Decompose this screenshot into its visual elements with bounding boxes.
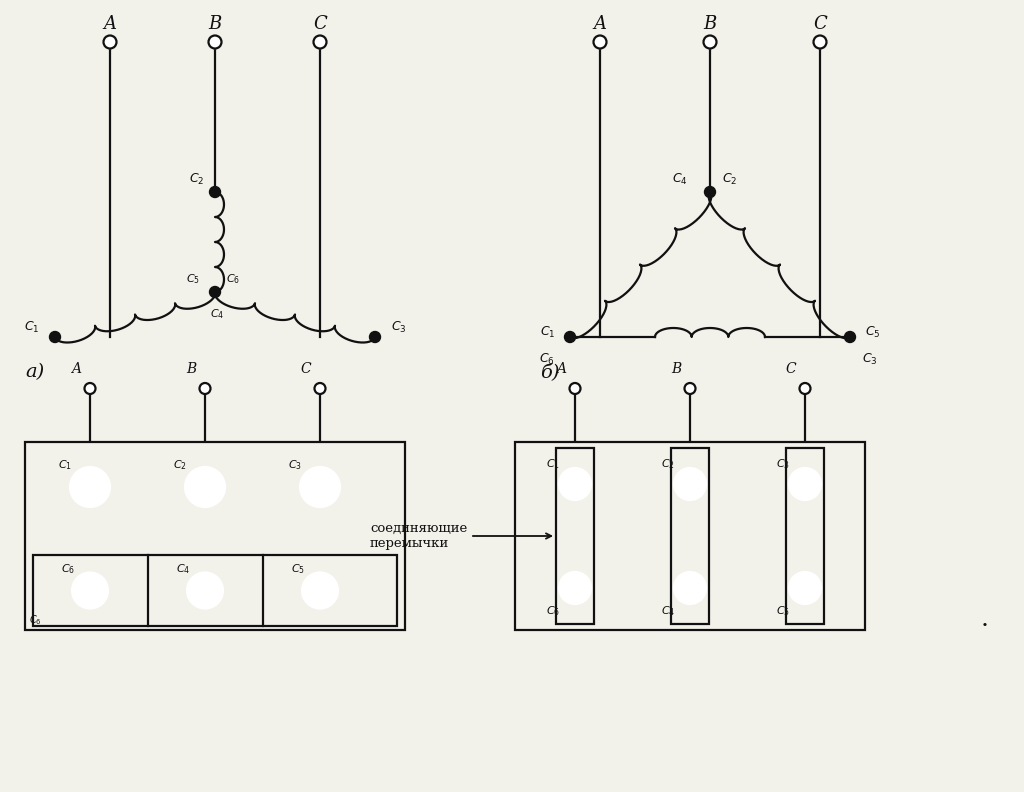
- Bar: [671, 448, 709, 624]
- Text: $C_1$: $C_1$: [24, 319, 39, 334]
- Text: $C_3$: $C_3$: [288, 458, 302, 472]
- Circle shape: [210, 287, 220, 298]
- Text: $C_2$: $C_2$: [722, 171, 737, 187]
- Text: б): б): [541, 363, 560, 381]
- Text: а): а): [26, 363, 45, 381]
- Text: $C_6$: $C_6$: [61, 562, 75, 577]
- Bar: [25, 442, 406, 630]
- Text: $C_6$: $C_6$: [540, 352, 555, 367]
- Text: C: C: [785, 362, 797, 376]
- Circle shape: [209, 36, 221, 48]
- Circle shape: [674, 468, 706, 500]
- Text: B: B: [671, 362, 681, 376]
- Text: C: C: [813, 15, 826, 33]
- Text: $C_3$: $C_3$: [862, 352, 878, 367]
- Circle shape: [674, 572, 706, 604]
- Text: соединяющие
перемычки: соединяющие перемычки: [370, 522, 551, 550]
- Text: $C_3$: $C_3$: [391, 319, 407, 334]
- Text: $C_1$: $C_1$: [58, 458, 72, 472]
- Circle shape: [70, 467, 110, 507]
- Circle shape: [559, 572, 591, 604]
- Text: B: B: [703, 15, 717, 33]
- Circle shape: [703, 36, 717, 48]
- Circle shape: [187, 573, 223, 608]
- Circle shape: [845, 332, 855, 342]
- Text: B: B: [208, 15, 221, 33]
- Text: C: C: [301, 362, 311, 376]
- Circle shape: [559, 468, 591, 500]
- Text: $C_2$: $C_2$: [662, 457, 675, 471]
- Circle shape: [72, 573, 108, 608]
- Text: $C_4$: $C_4$: [660, 604, 675, 618]
- Text: $C_5$: $C_5$: [186, 272, 200, 286]
- Text: $C_6$: $C_6$: [226, 272, 240, 286]
- Text: $C_4$: $C_4$: [176, 562, 190, 577]
- Circle shape: [313, 36, 327, 48]
- Text: $C_1$: $C_1$: [540, 325, 555, 340]
- Text: $C_2$: $C_2$: [173, 458, 187, 472]
- Text: A: A: [594, 15, 606, 33]
- Text: $C_6$: $C_6$: [29, 613, 41, 627]
- Text: A: A: [556, 362, 566, 376]
- Bar: [515, 442, 865, 630]
- Circle shape: [705, 186, 716, 197]
- Circle shape: [813, 36, 826, 48]
- Circle shape: [569, 383, 581, 394]
- Text: A: A: [71, 362, 81, 376]
- Circle shape: [185, 467, 225, 507]
- Circle shape: [564, 332, 575, 342]
- Text: $C_5$: $C_5$: [865, 325, 881, 340]
- Circle shape: [684, 383, 695, 394]
- Bar: [556, 448, 594, 624]
- Circle shape: [790, 572, 821, 604]
- Text: $C_5$: $C_5$: [291, 562, 305, 577]
- Circle shape: [790, 468, 821, 500]
- Circle shape: [800, 383, 811, 394]
- Circle shape: [594, 36, 606, 48]
- Text: $C_2$: $C_2$: [189, 171, 205, 187]
- Text: B: B: [186, 362, 197, 376]
- Circle shape: [103, 36, 117, 48]
- Text: $C_5$: $C_5$: [776, 604, 790, 618]
- Circle shape: [210, 186, 220, 197]
- Text: $C_6$: $C_6$: [546, 604, 560, 618]
- Text: $C_1$: $C_1$: [546, 457, 560, 471]
- Circle shape: [85, 383, 95, 394]
- Text: A: A: [103, 15, 117, 33]
- Bar: [786, 448, 824, 624]
- Circle shape: [200, 383, 211, 394]
- Circle shape: [314, 383, 326, 394]
- Circle shape: [370, 332, 381, 342]
- Bar: [33, 555, 397, 626]
- Text: .: .: [981, 608, 989, 631]
- Circle shape: [302, 573, 338, 608]
- Circle shape: [49, 332, 60, 342]
- Circle shape: [300, 467, 340, 507]
- Text: $C_4$: $C_4$: [673, 171, 688, 187]
- Text: $C_4$: $C_4$: [210, 307, 224, 321]
- Text: C: C: [313, 15, 327, 33]
- Text: $C_3$: $C_3$: [776, 457, 790, 471]
